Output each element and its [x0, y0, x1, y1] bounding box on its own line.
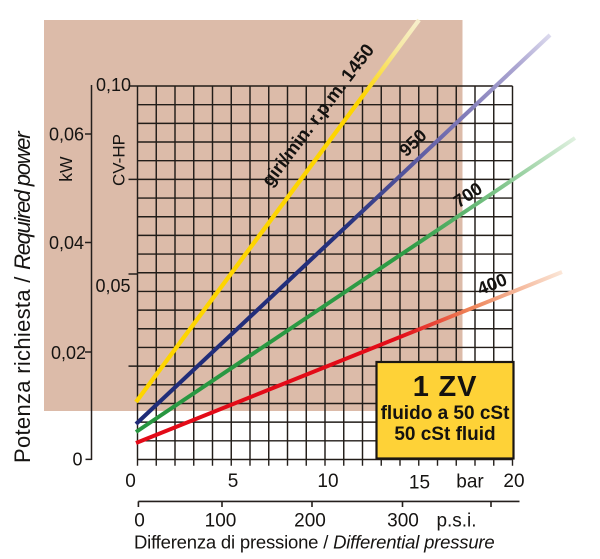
svg-text:0,10: 0,10	[96, 75, 131, 95]
svg-text:bar: bar	[456, 472, 484, 493]
svg-text:0,06: 0,06	[49, 125, 84, 145]
svg-text:100: 100	[205, 511, 237, 532]
svg-text:p.s.i.: p.s.i.	[436, 511, 476, 532]
svg-text:15: 15	[409, 473, 430, 494]
svg-text:20: 20	[503, 471, 524, 492]
svg-text:1 ZV: 1 ZV	[413, 371, 477, 403]
svg-text:kW: kW	[56, 156, 76, 182]
svg-text:0: 0	[125, 471, 136, 492]
svg-text:fluido a 50 cSt: fluido a 50 cSt	[381, 403, 510, 424]
svg-text:Potenza richiesta / Required p: Potenza richiesta / Required power	[10, 130, 35, 463]
svg-text:0,05: 0,05	[95, 276, 130, 296]
svg-text:0,02: 0,02	[51, 343, 86, 363]
svg-text:200: 200	[294, 511, 326, 532]
svg-text:300: 300	[387, 511, 419, 532]
svg-text:0,04: 0,04	[49, 233, 84, 253]
svg-text:0: 0	[72, 450, 82, 470]
svg-text:0: 0	[134, 511, 145, 532]
svg-text:10: 10	[317, 471, 338, 492]
svg-text:CV-HP: CV-HP	[110, 134, 129, 186]
svg-text:50 cSt fluid: 50 cSt fluid	[394, 424, 495, 445]
svg-text:5: 5	[228, 471, 239, 492]
svg-text:Differenza di pressione / Diff: Differenza di pressione / Differential p…	[134, 532, 494, 553]
